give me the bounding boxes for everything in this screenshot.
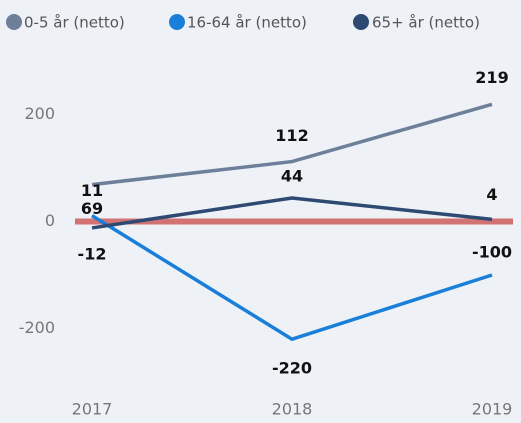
x-tick-label: 2018 <box>272 400 313 419</box>
series-line <box>91 196 493 230</box>
legend-label: 0-5 år (netto) <box>24 14 125 32</box>
data-label: 4 <box>486 185 497 204</box>
legend-swatch <box>353 14 369 30</box>
series-line <box>91 214 493 342</box>
legend-label: 16-64 år (netto) <box>187 14 307 32</box>
y-tick-label: 200 <box>24 104 55 123</box>
data-label: 11 <box>81 181 103 200</box>
data-label: 69 <box>81 199 103 218</box>
data-label: -12 <box>78 244 107 263</box>
data-label: -220 <box>272 359 312 378</box>
data-label: 219 <box>475 68 508 87</box>
legend-swatch <box>6 14 22 30</box>
legend-swatch <box>169 14 185 30</box>
legend-label: 65+ år (netto) <box>372 14 480 32</box>
series-line <box>91 102 493 187</box>
data-label: 112 <box>275 126 308 145</box>
data-label: -100 <box>472 243 512 262</box>
x-tick-label: 2017 <box>72 400 113 419</box>
y-tick-label: -200 <box>19 318 55 337</box>
x-tick-label: 2019 <box>472 400 513 419</box>
data-label: 44 <box>281 166 303 185</box>
y-tick-label: 0 <box>45 211 55 230</box>
